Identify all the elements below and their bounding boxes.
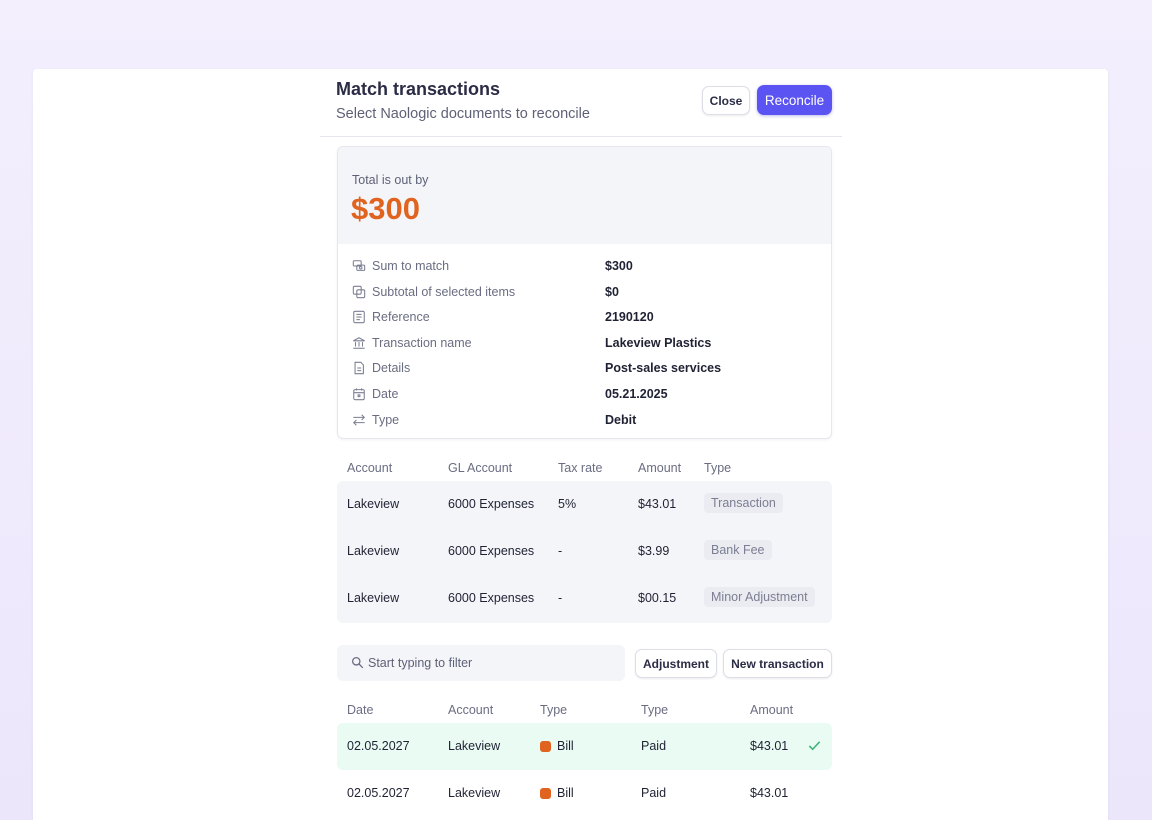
cell-gl-account: 6000 Expenses	[448, 591, 535, 605]
out-by-value: $300	[351, 191, 420, 226]
detail-value: Lakeview Plastics	[605, 335, 712, 350]
detail-value: $0	[605, 284, 619, 299]
detail-value: 05.21.2025	[605, 386, 668, 401]
column-header-account: Account	[347, 461, 393, 475]
panel-header: Match transactions Select Naologic docum…	[320, 69, 842, 137]
transfer-icon	[353, 413, 365, 426]
copy-icon	[352, 285, 366, 298]
cell-tax-rate: -	[558, 544, 563, 558]
out-by-label: Total is out by	[352, 173, 429, 187]
column-header-amount: Amount	[638, 461, 682, 475]
column-header-amount: Amount	[750, 703, 794, 717]
detail-row-details: Details Post-sales services	[352, 359, 822, 385]
search-icon	[351, 656, 364, 669]
detail-label: Transaction name	[372, 335, 472, 350]
detail-label: Subtotal of selected items	[372, 284, 516, 299]
table-row[interactable]: 02.05.2027 Lakeview Bill Paid $43.01	[337, 723, 832, 770]
detail-value: Debit	[605, 412, 637, 427]
detail-label: Reference	[372, 310, 430, 325]
detail-value: $300	[605, 259, 633, 273]
cell-tax-rate: 5%	[558, 497, 577, 511]
detail-value: Post-sales services	[605, 361, 722, 376]
check-icon	[808, 741, 821, 751]
adjustment-button[interactable]: Adjustment	[635, 649, 717, 678]
close-button[interactable]: Close	[702, 86, 750, 115]
column-header-gl-account: GL Account	[448, 461, 513, 475]
match-transactions-card: Match transactions Select Naologic docum…	[33, 69, 1108, 820]
bill-badge-icon	[540, 741, 551, 752]
cell-account: Lakeview	[347, 497, 400, 511]
detail-row-date: Date 05.21.2025	[352, 385, 822, 411]
detail-row-subtotal: Subtotal of selected items $0	[352, 283, 822, 309]
detail-row-reference: Reference 2190120	[352, 308, 822, 334]
table-row[interactable]: Lakeview 6000 Expenses - $00.15 Minor Ad…	[337, 575, 832, 622]
detail-label: Details	[372, 361, 411, 376]
detail-label: Type	[372, 412, 400, 427]
adjustments-table-body: Lakeview 6000 Expenses 5% $43.01 Transac…	[337, 481, 832, 623]
cell-amount: $00.15	[638, 591, 677, 605]
detail-label: Date	[372, 386, 399, 401]
type-tag: Bank Fee	[704, 540, 772, 560]
cell-account: Lakeview	[448, 739, 501, 753]
calendar-icon	[353, 388, 365, 401]
detail-label: Sum to match	[372, 259, 450, 273]
cell-account: Lakeview	[347, 591, 400, 605]
page-title: Match transactions	[336, 79, 501, 99]
column-header-account: Account	[448, 703, 494, 717]
bill-badge-icon	[540, 788, 551, 799]
column-header-doc-type: Type	[540, 703, 568, 717]
cell-status: Paid	[641, 739, 667, 753]
cell-doc-type: Bill	[557, 739, 574, 753]
receipt-icon	[353, 310, 365, 324]
cell-gl-account: 6000 Expenses	[448, 497, 535, 511]
coins-icon	[352, 260, 366, 271]
new-transaction-button[interactable]: New transaction	[723, 649, 832, 678]
out-by-section: Total is out by $300	[338, 147, 831, 244]
reconcile-summary: Total is out by $300 Sum to match $300 S…	[337, 146, 832, 439]
cell-account: Lakeview	[448, 786, 501, 800]
bank-icon	[353, 336, 365, 349]
cell-date: 02.05.2027	[347, 739, 410, 753]
reconcile-button[interactable]: Reconcile	[757, 85, 832, 115]
type-tag: Minor Adjustment	[704, 587, 815, 607]
detail-row-type: Type Debit	[352, 411, 822, 437]
filter-input[interactable]	[368, 651, 618, 675]
cell-amount: $43.01	[750, 786, 789, 800]
cell-date: 02.05.2027	[347, 786, 410, 800]
table-row[interactable]: 02.05.2027 Lakeview Bill Paid $43.01	[337, 770, 832, 817]
document-icon	[354, 362, 364, 375]
table-row[interactable]: Lakeview 6000 Expenses - $3.99 Bank Fee	[337, 528, 832, 575]
type-tag: Transaction	[704, 493, 783, 513]
column-header-date: Date	[347, 703, 374, 717]
page-subtitle: Select Naologic documents to reconcile	[336, 106, 590, 122]
table-row[interactable]: Lakeview 6000 Expenses 5% $43.01 Transac…	[337, 481, 832, 528]
cell-doc-type: Bill	[557, 786, 574, 800]
cell-tax-rate: -	[558, 591, 563, 605]
detail-value: 2190120	[605, 310, 654, 325]
match-panel: Match transactions Select Naologic docum…	[320, 69, 842, 820]
detail-row-transaction-name: Transaction name Lakeview Plastics	[352, 334, 822, 360]
summary-details: Sum to match $300 Subtotal of selected i…	[352, 257, 822, 436]
cell-account: Lakeview	[347, 544, 400, 558]
cell-amount: $43.01	[750, 739, 789, 753]
column-header-status-type: Type	[641, 703, 669, 717]
detail-row-sum: Sum to match $300	[352, 257, 822, 283]
column-header-type: Type	[704, 461, 732, 475]
cell-amount: $43.01	[638, 497, 677, 511]
cell-status: Paid	[641, 786, 667, 800]
cell-amount: $3.99	[638, 544, 670, 558]
cell-gl-account: 6000 Expenses	[448, 544, 535, 558]
column-header-tax-rate: Tax rate	[558, 461, 603, 475]
